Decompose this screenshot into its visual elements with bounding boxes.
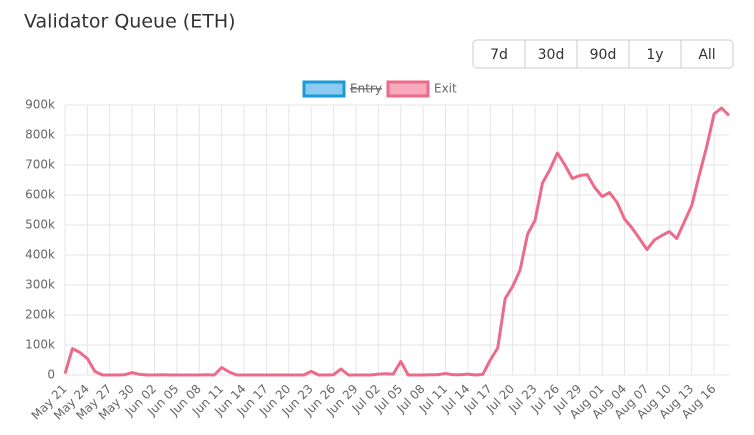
y-tick-label: 400k bbox=[25, 248, 55, 262]
button-label[interactable]: 90d bbox=[590, 47, 617, 63]
range-button[interactable]: 90d bbox=[576, 40, 617, 68]
button-label[interactable]: All bbox=[698, 47, 715, 63]
legend-label: Exit bbox=[434, 82, 457, 96]
y-tick-label: 800k bbox=[25, 128, 55, 142]
chart-title: Validator Queue (ETH) bbox=[24, 11, 236, 33]
range-button[interactable]: 7d bbox=[490, 47, 508, 63]
button-label[interactable]: 7d bbox=[490, 47, 508, 63]
legend-item: Exit bbox=[386, 80, 457, 98]
y-tick-label: 0 bbox=[47, 368, 55, 382]
legend-item: Entry bbox=[302, 80, 382, 98]
y-tick-label: 900k bbox=[25, 98, 55, 112]
legend-swatch bbox=[302, 80, 346, 98]
y-tick-label: 200k bbox=[25, 308, 55, 322]
series-line bbox=[63, 106, 731, 377]
range-button[interactable]: 30d bbox=[524, 40, 565, 68]
legend-label: Entry bbox=[350, 82, 382, 96]
legend-swatch bbox=[386, 80, 430, 98]
button-label[interactable]: 1y bbox=[646, 47, 663, 63]
button-label[interactable]: 30d bbox=[538, 47, 565, 63]
range-button[interactable]: 1y bbox=[628, 40, 664, 68]
button-group bbox=[472, 39, 734, 69]
y-tick-label: 300k bbox=[25, 278, 55, 292]
y-tick-label: 700k bbox=[25, 158, 55, 172]
y-tick-label: 100k bbox=[25, 338, 55, 352]
range-button[interactable]: All bbox=[680, 40, 716, 68]
y-tick-label: 500k bbox=[25, 218, 55, 232]
y-tick-label: 600k bbox=[25, 188, 55, 202]
